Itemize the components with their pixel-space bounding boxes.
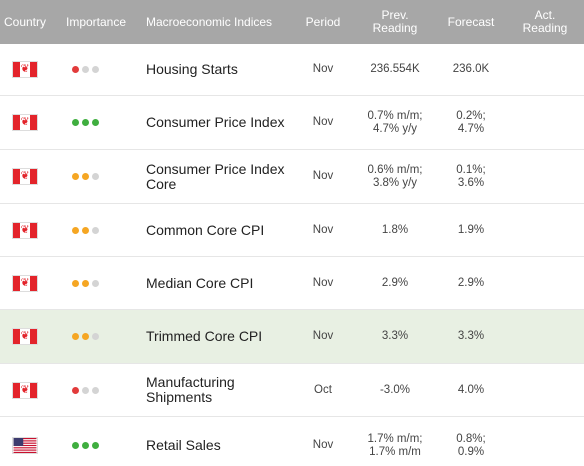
period-cell: Nov [312,63,334,75]
forecast-cell: 4.0% [457,383,485,396]
country-cell [0,437,50,454]
usa-flag-icon [12,437,38,454]
importance-dots-icon [50,173,142,180]
importance-cell [50,119,142,126]
country-cell: ❦ [0,168,50,185]
indicator-name[interactable]: Retail Sales [146,437,221,453]
period-cell: Nov [312,223,334,236]
canada-flag-icon: ❦ [12,221,38,239]
indicator-name[interactable]: Common Core CPI [146,221,265,238]
forecast-cell: 0.8%; 0.9% [456,432,486,458]
period-cell: Nov [312,170,334,182]
forecast-cell: 1.9% [457,223,485,236]
importance-dots-icon [50,386,142,394]
period-cell: Nov [312,276,334,289]
prev-reading-cell: -3.0% [379,383,411,396]
canada-flag-icon: ❦ [12,328,38,345]
forecast-cell: 2.9% [457,276,485,289]
forecast-cell: 0.1%; 3.6% [456,163,486,189]
forecast-cell: 0.2%; 4.7% [456,109,486,135]
table-row[interactable]: ❦ Manufacturing Shipments Oct -3.0% 4.0% [0,364,584,417]
importance-dots-icon [50,119,142,126]
indicator-name[interactable]: Housing Starts [146,61,238,77]
table-row[interactable]: Retail Sales Nov 1.7% m/m; 1.7% m/m 0.8%; 0… [0,417,584,466]
country-cell: ❦ [0,328,50,345]
importance-cell [50,66,142,73]
col-indices[interactable]: Macroeconomic Indices [146,14,273,29]
col-actual[interactable]: Act. Reading [522,8,568,35]
importance-dots-icon [50,66,142,73]
col-period[interactable]: Period [305,14,341,29]
col-forecast[interactable]: Forecast [447,14,495,29]
importance-cell [50,442,142,449]
col-prev[interactable]: Prev. Reading [372,8,418,35]
period-cell: Nov [312,116,334,128]
table-row[interactable]: ❦ Consumer Price Index Nov 0.7% m/m; 4.7% y… [0,96,584,150]
importance-cell [50,279,142,287]
canada-flag-icon: ❦ [12,381,38,399]
prev-reading-cell: 1.8% [381,223,409,236]
importance-cell [50,386,142,394]
table-row[interactable]: ❦ Common Core CPI Nov 1.8% 1.9% [0,204,584,257]
prev-reading-cell: 236.554K [370,63,420,75]
importance-cell [50,173,142,180]
prev-reading-cell: 3.3% [381,330,409,342]
canada-flag-icon: ❦ [12,114,38,131]
table-row[interactable]: ❦ Median Core CPI Nov 2.9% 2.9% [0,257,584,310]
forecast-cell: 236.0K [452,63,490,75]
table-row[interactable]: ❦ Housing Starts Nov 236.554K 236.0K [0,44,584,96]
importance-dots-icon [50,442,142,449]
period-cell: Oct [314,383,332,396]
col-importance[interactable]: Importance [65,14,127,29]
prev-reading-cell: 0.7% m/m; 4.7% y/y [367,109,423,135]
prev-reading-cell: 2.9% [381,276,409,289]
importance-cell [50,226,142,234]
period-cell: Nov [312,439,334,451]
indicator-name[interactable]: Consumer Price Index Core [146,160,285,192]
table-body: ❦ Housing Starts Nov 236.554K 236.0K ❦ Consume… [0,44,584,466]
country-cell: ❦ [0,274,50,292]
period-cell: Nov [312,330,334,342]
table-header: Country Importance Macroeconomic Indices… [0,0,584,44]
table-row[interactable]: ❦ Trimmed Core CPI Nov 3.3% 3.3% [0,310,584,364]
indicator-name[interactable]: Median Core CPI [146,274,254,291]
country-cell: ❦ [0,114,50,131]
canada-flag-icon: ❦ [12,168,38,185]
indicator-name[interactable]: Manufacturing Shipments [146,374,235,405]
importance-dots-icon [50,279,142,287]
prev-reading-cell: 0.6% m/m; 3.8% y/y [367,163,423,189]
importance-dots-icon [50,333,142,340]
col-country[interactable]: Country [3,14,47,29]
indicator-name[interactable]: Consumer Price Index [146,114,285,130]
forecast-cell: 3.3% [457,330,485,342]
importance-dots-icon [50,226,142,234]
prev-reading-cell: 1.7% m/m; 1.7% m/m [367,432,423,458]
country-cell: ❦ [0,381,50,399]
country-cell: ❦ [0,61,50,78]
country-cell: ❦ [0,221,50,239]
importance-cell [50,333,142,340]
canada-flag-icon: ❦ [12,61,38,78]
canada-flag-icon: ❦ [12,274,38,292]
table-row[interactable]: ❦ Consumer Price Index Core Nov 0.6% m/m; 3… [0,150,584,204]
indicator-name[interactable]: Trimmed Core CPI [146,328,263,344]
